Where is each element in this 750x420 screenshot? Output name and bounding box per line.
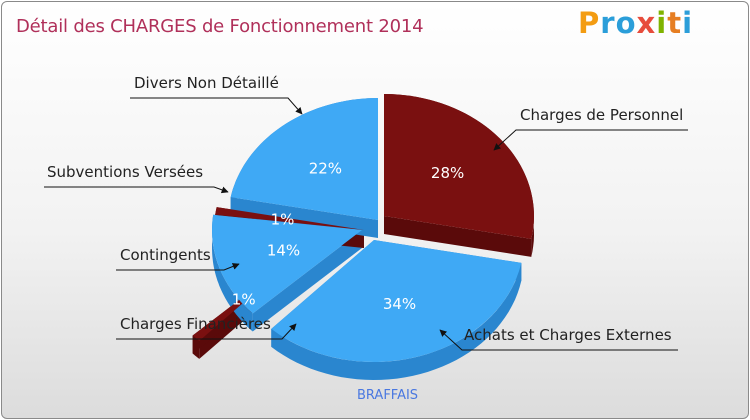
slice-category-label: Contingents: [120, 246, 211, 264]
leader-line: [116, 263, 240, 271]
pie-slice-divers-non-d-taill-: [230, 98, 378, 220]
pie-slice-contingents: [212, 214, 362, 314]
logo-letter: i: [682, 6, 694, 40]
slice-percent-label: 1%: [271, 211, 295, 229]
slice-category-label: Charges Financières: [120, 315, 271, 333]
logo-letter: i: [656, 6, 668, 40]
chart-title: Détail des CHARGES de Fonctionnement 201…: [16, 16, 424, 37]
pie-slice-charges-de-personnel: [384, 94, 534, 239]
leader-line: [130, 97, 303, 115]
slice-category-label: Charges de Personnel: [520, 106, 683, 124]
pie-slice-wall: [230, 197, 378, 238]
logo-letter: P: [578, 6, 601, 40]
logo-letter: x: [636, 6, 657, 40]
slice-category-label: Subventions Versées: [47, 163, 203, 181]
slice-category-label: Achats et Charges Externes: [464, 326, 672, 344]
pie-slice-wall: [252, 230, 362, 332]
leader-line: [44, 186, 229, 194]
pie-slice-wall: [384, 216, 532, 257]
leader-line: [439, 329, 678, 351]
slice-percent-label: 34%: [383, 295, 416, 313]
pie-slice-achats-et-charges-externes: [271, 240, 522, 362]
pie-slice-subventions-vers-es: [215, 207, 364, 230]
slice-percent-label: 1%: [232, 290, 256, 308]
leader-line: [493, 129, 688, 151]
leader-line: [116, 323, 297, 340]
slice-percent-label: 14%: [267, 242, 300, 260]
pie-slice-side: [271, 262, 522, 380]
slice-percent-label: 22%: [309, 159, 342, 177]
logo-letter: t: [667, 6, 683, 40]
slice-percent-label: 28%: [431, 164, 464, 182]
commune-name: BRAFFAIS: [357, 388, 419, 403]
slice-category-label: Divers Non Détaillé: [134, 74, 279, 92]
logo-letter: r: [600, 6, 616, 40]
logo-letter: o: [615, 6, 637, 40]
proxiti-logo: Proxiti: [578, 6, 693, 40]
